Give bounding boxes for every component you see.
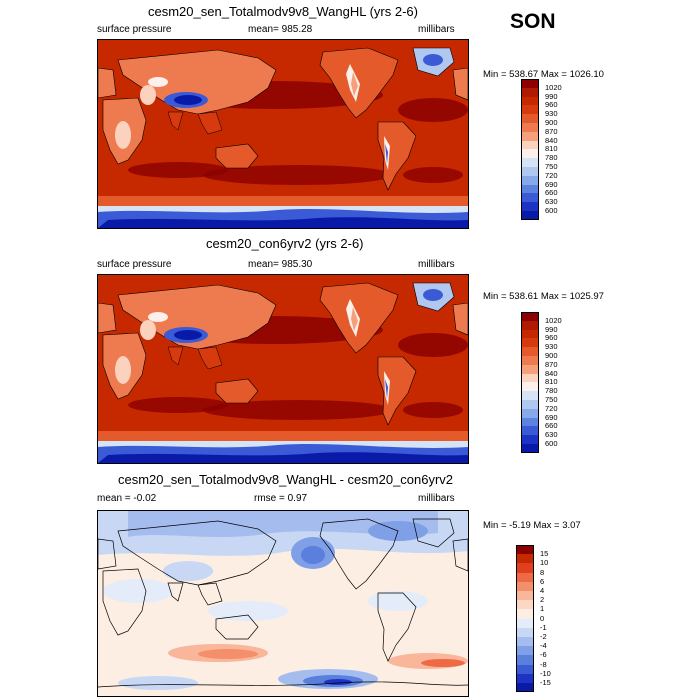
colorbar-label: 0 xyxy=(540,613,545,623)
colorbar-label: 600 xyxy=(545,439,558,448)
colorbar-label: 780 xyxy=(545,386,558,396)
colorbar-label: 4 xyxy=(540,586,545,595)
panel-2-map xyxy=(97,274,469,464)
panel-2-title: cesm20_con6yrv2 (yrs 2-6) xyxy=(206,236,364,251)
panel-3-units-label: millibars xyxy=(418,493,455,504)
colorbar-label: 930 xyxy=(545,109,558,119)
panel-1-variable-label: surface pressure xyxy=(97,24,172,35)
colorbar-label: 900 xyxy=(545,351,558,360)
colorbar-label: 960 xyxy=(545,100,558,110)
colorbar-label: 750 xyxy=(545,395,558,404)
colorbar-label: 630 xyxy=(545,197,558,207)
colorbar-label: -15 xyxy=(540,678,551,687)
colorbar-label: 660 xyxy=(545,421,558,431)
panel-1-units-label: millibars xyxy=(418,24,455,35)
colorbar-label: 2 xyxy=(540,595,545,605)
panel-3-mean-label: mean = -0.02 xyxy=(97,493,157,504)
colorbar-label: 870 xyxy=(545,126,558,136)
colorbar-label: 660 xyxy=(545,188,558,198)
panel-2-map-svg xyxy=(98,275,468,463)
panel-1-map xyxy=(97,39,469,229)
season-label: SON xyxy=(510,10,556,33)
panel-1-title: cesm20_sen_Totalmodv9v8_WangHL (yrs 2-6) xyxy=(148,4,418,19)
colorbar-label: 6 xyxy=(540,576,545,586)
colorbar-label: 8 xyxy=(540,567,545,577)
colorbar-label: 690 xyxy=(545,179,558,189)
colorbar-label: 750 xyxy=(545,162,558,171)
colorbar-label: 960 xyxy=(545,333,558,343)
colorbar-label: 900 xyxy=(545,118,558,127)
colorbar-label: 810 xyxy=(545,144,558,154)
colorbar-label: 810 xyxy=(545,377,558,387)
panel-1-minmax-label: Min = 538.67 Max = 1026.10 xyxy=(483,69,604,80)
colorbar-label: 1 xyxy=(540,604,545,614)
colorbar-frame xyxy=(521,79,539,220)
colorbar-label: 990 xyxy=(545,91,558,101)
colorbar-label: 990 xyxy=(545,324,558,334)
panel-1-map-svg xyxy=(98,40,468,228)
colorbar-label: -4 xyxy=(540,641,547,651)
panel-3-rmse-label: rmse = 0.97 xyxy=(254,493,308,504)
panel-2-mean-label: mean= 985.30 xyxy=(248,259,313,270)
panel-2-minmax-label: Min = 538.61 Max = 1025.97 xyxy=(483,291,604,302)
panel-2-units-label: millibars xyxy=(418,259,455,270)
colorbar-label: 15 xyxy=(540,549,549,559)
colorbar-label: 690 xyxy=(545,412,558,422)
panel-3-minmax-label: Min = -5.19 Max = 3.07 xyxy=(483,520,581,531)
colorbar-frame xyxy=(521,312,539,453)
colorbar-label: 600 xyxy=(545,206,558,215)
colorbar-label: -10 xyxy=(540,668,551,678)
colorbar-label: 930 xyxy=(545,342,558,352)
panel-3-map-svg xyxy=(98,511,468,696)
colorbar-label: 720 xyxy=(545,170,558,180)
colorbar-label: 630 xyxy=(545,430,558,440)
colorbar-label: 720 xyxy=(545,403,558,413)
colorbar-label: 780 xyxy=(545,153,558,163)
colorbar-label: 840 xyxy=(545,368,558,378)
colorbar-label: -6 xyxy=(540,650,547,660)
panel-1-mean-label: mean= 985.28 xyxy=(248,24,313,35)
colorbar-label: 840 xyxy=(545,135,558,145)
colorbar-label: 870 xyxy=(545,359,558,369)
colorbar-label: 10 xyxy=(540,558,549,568)
colorbar-frame xyxy=(516,545,534,693)
colorbar-label: 1020 xyxy=(545,315,562,325)
panel-2-variable-label: surface pressure xyxy=(97,259,172,270)
colorbar-label: 1020 xyxy=(545,82,562,92)
panel-3-map xyxy=(97,510,469,697)
panel-3-title: cesm20_sen_Totalmodv9v8_WangHL - cesm20_… xyxy=(118,472,454,487)
colorbar-label: -1 xyxy=(540,622,547,632)
colorbar-label: -2 xyxy=(540,632,547,641)
colorbar-label: -8 xyxy=(540,659,547,669)
